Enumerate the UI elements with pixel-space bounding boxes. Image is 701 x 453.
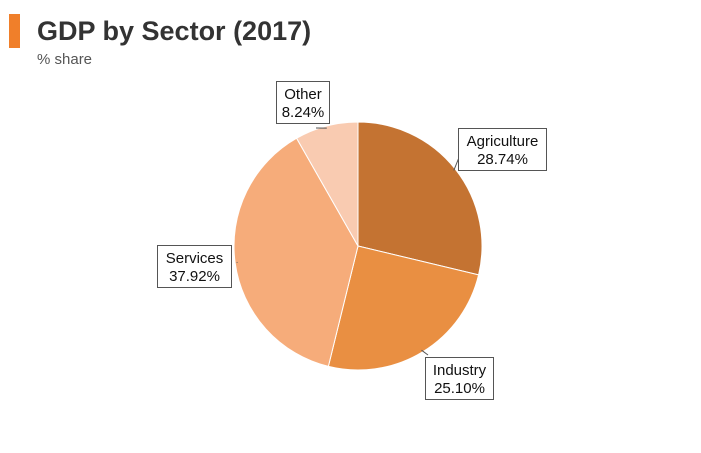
- label-box: [458, 128, 547, 171]
- slice-label-name: Services: [166, 250, 224, 267]
- chart-title: GDP by Sector (2017): [37, 16, 312, 46]
- title-accent-bar: [9, 14, 20, 48]
- pie-slice-industry[interactable]: [327, 245, 480, 371]
- label-box: [157, 245, 232, 288]
- slice-label-value: 37.92%: [169, 268, 220, 285]
- label-box: [276, 81, 330, 124]
- pie-slice-other[interactable]: [295, 121, 359, 248]
- slice-label-value: 8.24%: [282, 104, 325, 121]
- slice-label-name: Agriculture: [467, 133, 539, 150]
- label-box: [425, 357, 494, 400]
- slice-label-name: Other: [284, 86, 322, 103]
- chart-subtitle: % share: [37, 51, 93, 68]
- slice-label-value: 28.74%: [477, 151, 528, 168]
- slice-label-name: Industry: [433, 362, 487, 379]
- label-pointer: [421, 349, 429, 356]
- slice-label-value: 25.10%: [434, 380, 485, 397]
- pie-slice-agriculture[interactable]: [357, 121, 483, 276]
- pie-slice-services[interactable]: [233, 137, 359, 368]
